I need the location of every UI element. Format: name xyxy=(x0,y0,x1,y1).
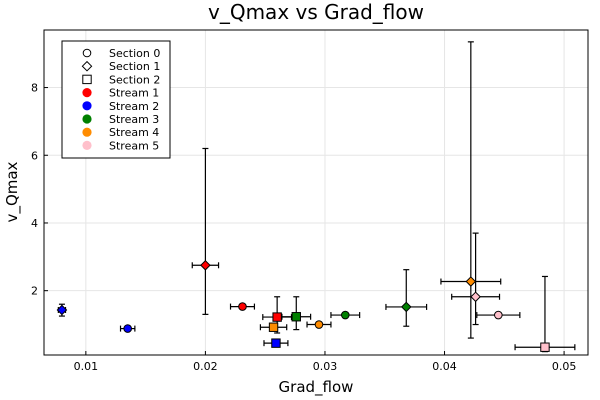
chart-title: v_Qmax vs Grad_flow xyxy=(208,0,424,24)
legend-marker xyxy=(82,74,92,85)
x-tick-label: 0.04 xyxy=(432,360,457,373)
x-axis-label: Grad_flow xyxy=(279,378,354,397)
y-tick-label: 2 xyxy=(31,285,38,298)
data-point xyxy=(238,302,247,311)
x-tick-label: 0.05 xyxy=(552,360,577,373)
legend-label: Section 2 xyxy=(109,73,160,86)
data-point xyxy=(340,310,350,320)
legend-label: Stream 4 xyxy=(109,126,159,139)
y-tick-label: 8 xyxy=(31,82,38,95)
legend-marker xyxy=(81,60,93,72)
data-point xyxy=(268,322,279,332)
legend-marker xyxy=(82,48,92,58)
grid-lines xyxy=(44,30,588,355)
x-tick-label: 0.03 xyxy=(313,360,338,373)
data-point xyxy=(272,312,282,322)
data-point xyxy=(540,342,550,352)
y-axis-label: v_Qmax xyxy=(3,161,22,222)
data-point xyxy=(314,320,324,329)
data-point xyxy=(400,301,412,313)
legend-label: Stream 1 xyxy=(109,87,159,100)
legend-label: Section 0 xyxy=(109,47,160,60)
legend-marker xyxy=(82,101,92,111)
legend-marker xyxy=(82,140,92,150)
legend-marker xyxy=(82,127,92,137)
legend-box xyxy=(61,40,171,159)
data-point xyxy=(200,259,211,271)
data-point xyxy=(271,338,281,348)
plot-frame xyxy=(43,29,589,356)
legend-marker xyxy=(82,88,92,98)
x-tick-label: 0.02 xyxy=(193,360,218,373)
y-tick-label: 4 xyxy=(31,217,38,230)
x-tick-label: 0.01 xyxy=(74,360,99,373)
legend-marker xyxy=(82,114,92,124)
legend-label: Stream 2 xyxy=(109,100,159,113)
y-tick-label: 6 xyxy=(31,149,38,162)
data-points xyxy=(56,259,550,352)
data-point xyxy=(123,324,132,333)
legend-label: Section 1 xyxy=(109,60,160,73)
legend-label: Stream 5 xyxy=(109,139,159,152)
data-point xyxy=(56,304,68,316)
data-point xyxy=(291,312,301,322)
data-point xyxy=(494,310,503,320)
data-point xyxy=(470,291,481,303)
tick-labels: 0.01 0.02 0.03 0.04 0.05 2 4 6 8 xyxy=(31,82,576,373)
legend-label: Stream 3 xyxy=(109,113,159,126)
data-point xyxy=(465,276,477,287)
